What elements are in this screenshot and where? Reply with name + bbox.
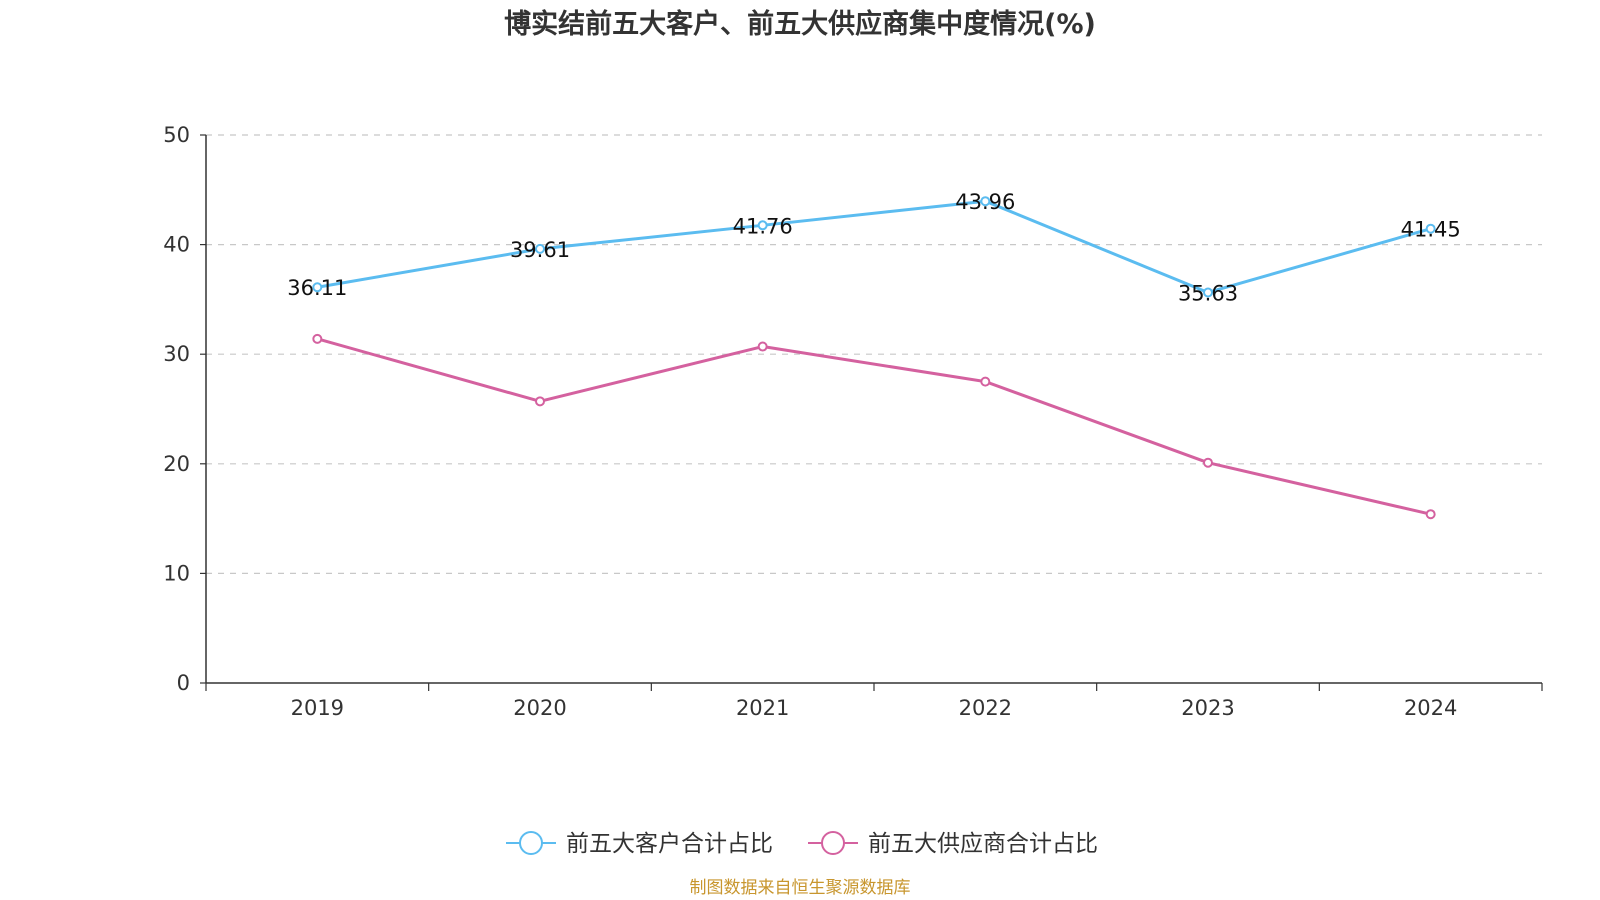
legend-marker (821, 831, 845, 855)
series-1-point (980, 196, 991, 207)
data-label: 36.11 (287, 276, 347, 300)
legend-label: 前五大供应商合计占比 (868, 831, 1098, 857)
series-line-1 (317, 199, 1432, 294)
series-2-point (312, 333, 323, 344)
data-label: 41.76 (733, 214, 793, 238)
x-tick-label: 2020 (513, 696, 566, 720)
series-1-point (312, 282, 323, 293)
source-note: 制图数据来自恒生聚源数据库 (690, 878, 911, 898)
legend-marker (519, 831, 543, 855)
series-2-point (1425, 509, 1436, 520)
y-tick-label: 50 (163, 123, 190, 147)
series-2-point (535, 396, 545, 407)
series-2-point (757, 341, 768, 352)
y-tick-label: 40 (163, 233, 190, 257)
legend-item-2: 前五大供应商合计占比 (808, 831, 1098, 857)
axis-layer: 0 10 20 30 40 50 2019 2020 2021 2022 2023 2024 (163, 123, 1543, 720)
series-line-2 (316, 337, 1432, 516)
y-tick-label: 10 (163, 561, 190, 585)
y-tick-label: 20 (163, 452, 190, 476)
x-tick-label: 2021 (736, 696, 789, 720)
legend-label: 前五大客户合计占比 (566, 831, 773, 857)
series-2-point (1203, 457, 1213, 468)
x-tick-label: 2022 (959, 696, 1012, 720)
series-1-point (757, 220, 768, 231)
series-1-point (1425, 223, 1436, 234)
chart-title: 博实结前五大客户、前五大供应商集中度情况(%) (504, 8, 1096, 40)
data-label: 43.96 (955, 190, 1015, 214)
y-tick-label: 30 (163, 342, 190, 366)
grid-layer (206, 134, 1542, 575)
data-label: 39.61 (510, 238, 570, 262)
x-tick-label: 2019 (291, 696, 344, 720)
x-tick-label: 2023 (1181, 696, 1234, 720)
series-2-point (980, 376, 991, 387)
data-label: 41.45 (1401, 218, 1461, 242)
series-layer (312, 196, 1436, 520)
series-1-point (1203, 287, 1213, 298)
data-label-layer: 36.11 39.61 41.76 43.96 35.63 41.45 (287, 190, 1460, 305)
data-label: 35.63 (1178, 281, 1238, 305)
legend-item-1: 前五大客户合计占比 (506, 831, 773, 857)
series-1-point (535, 243, 545, 254)
x-tick-label: 2024 (1404, 696, 1457, 720)
legend: 前五大客户合计占比 前五大供应商合计占比 (506, 831, 1098, 857)
y-tick-label: 0 (177, 671, 190, 695)
